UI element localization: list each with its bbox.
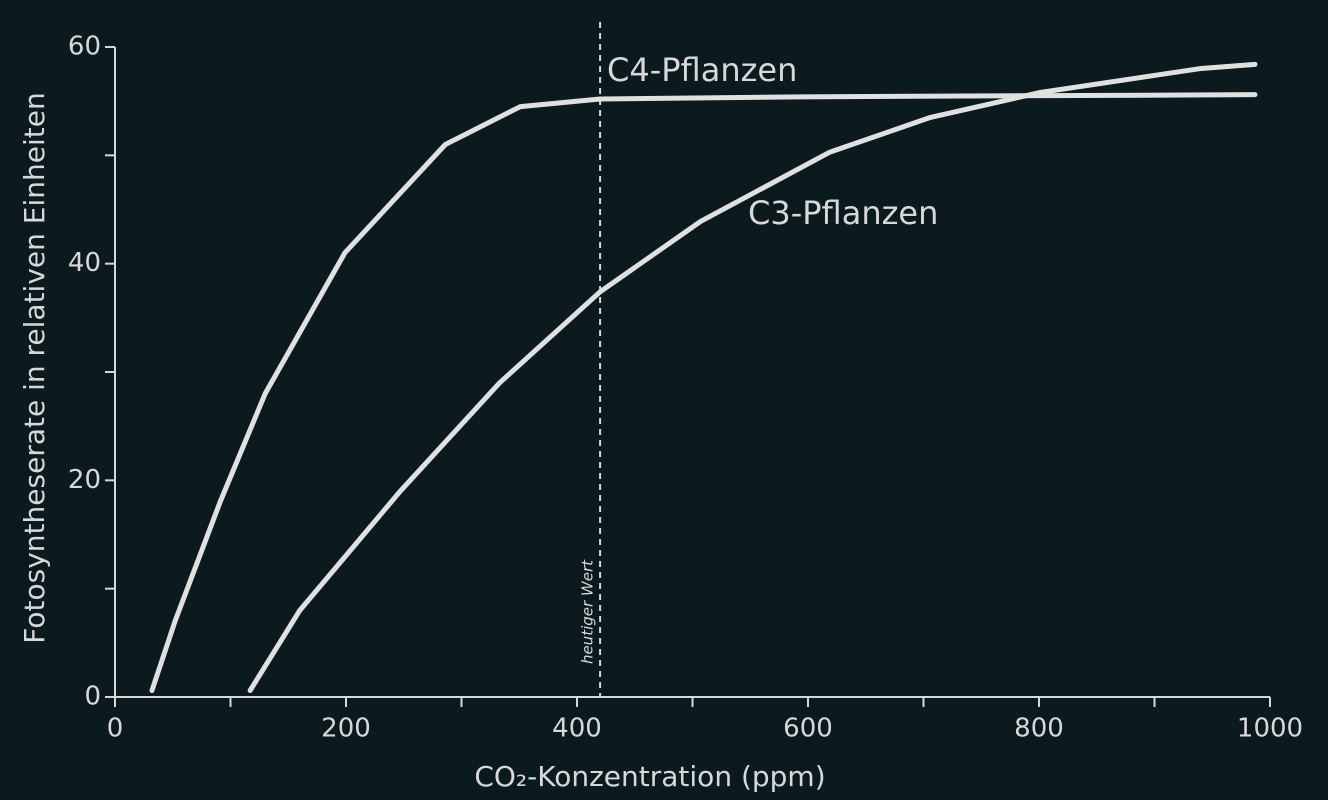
y-tick-label: 40	[68, 248, 101, 278]
x-tick-label: 0	[107, 714, 124, 744]
series-line	[247, 61, 1258, 693]
x-tick-label: 600	[783, 714, 833, 744]
series-line	[149, 92, 1258, 693]
y-tick-label: 0	[84, 682, 101, 712]
y-tick-label: 60	[68, 32, 101, 62]
x-tick-label: 400	[552, 714, 602, 744]
y-axis-title: Fotosyntheserate in relativen Einheiten	[18, 92, 51, 643]
y-tick-label: 20	[68, 465, 101, 495]
x-tick-label: 200	[321, 714, 371, 744]
x-tick-label: 800	[1014, 714, 1064, 744]
series-label: C3-Pflanzen	[748, 194, 938, 232]
x-axis-title: CO₂-Konzentration (ppm)	[474, 760, 825, 793]
reference-label: heutiger Wert	[579, 559, 597, 664]
x-tick-label: 1000	[1237, 714, 1303, 744]
series-label: C4-Pflanzen	[607, 51, 797, 89]
